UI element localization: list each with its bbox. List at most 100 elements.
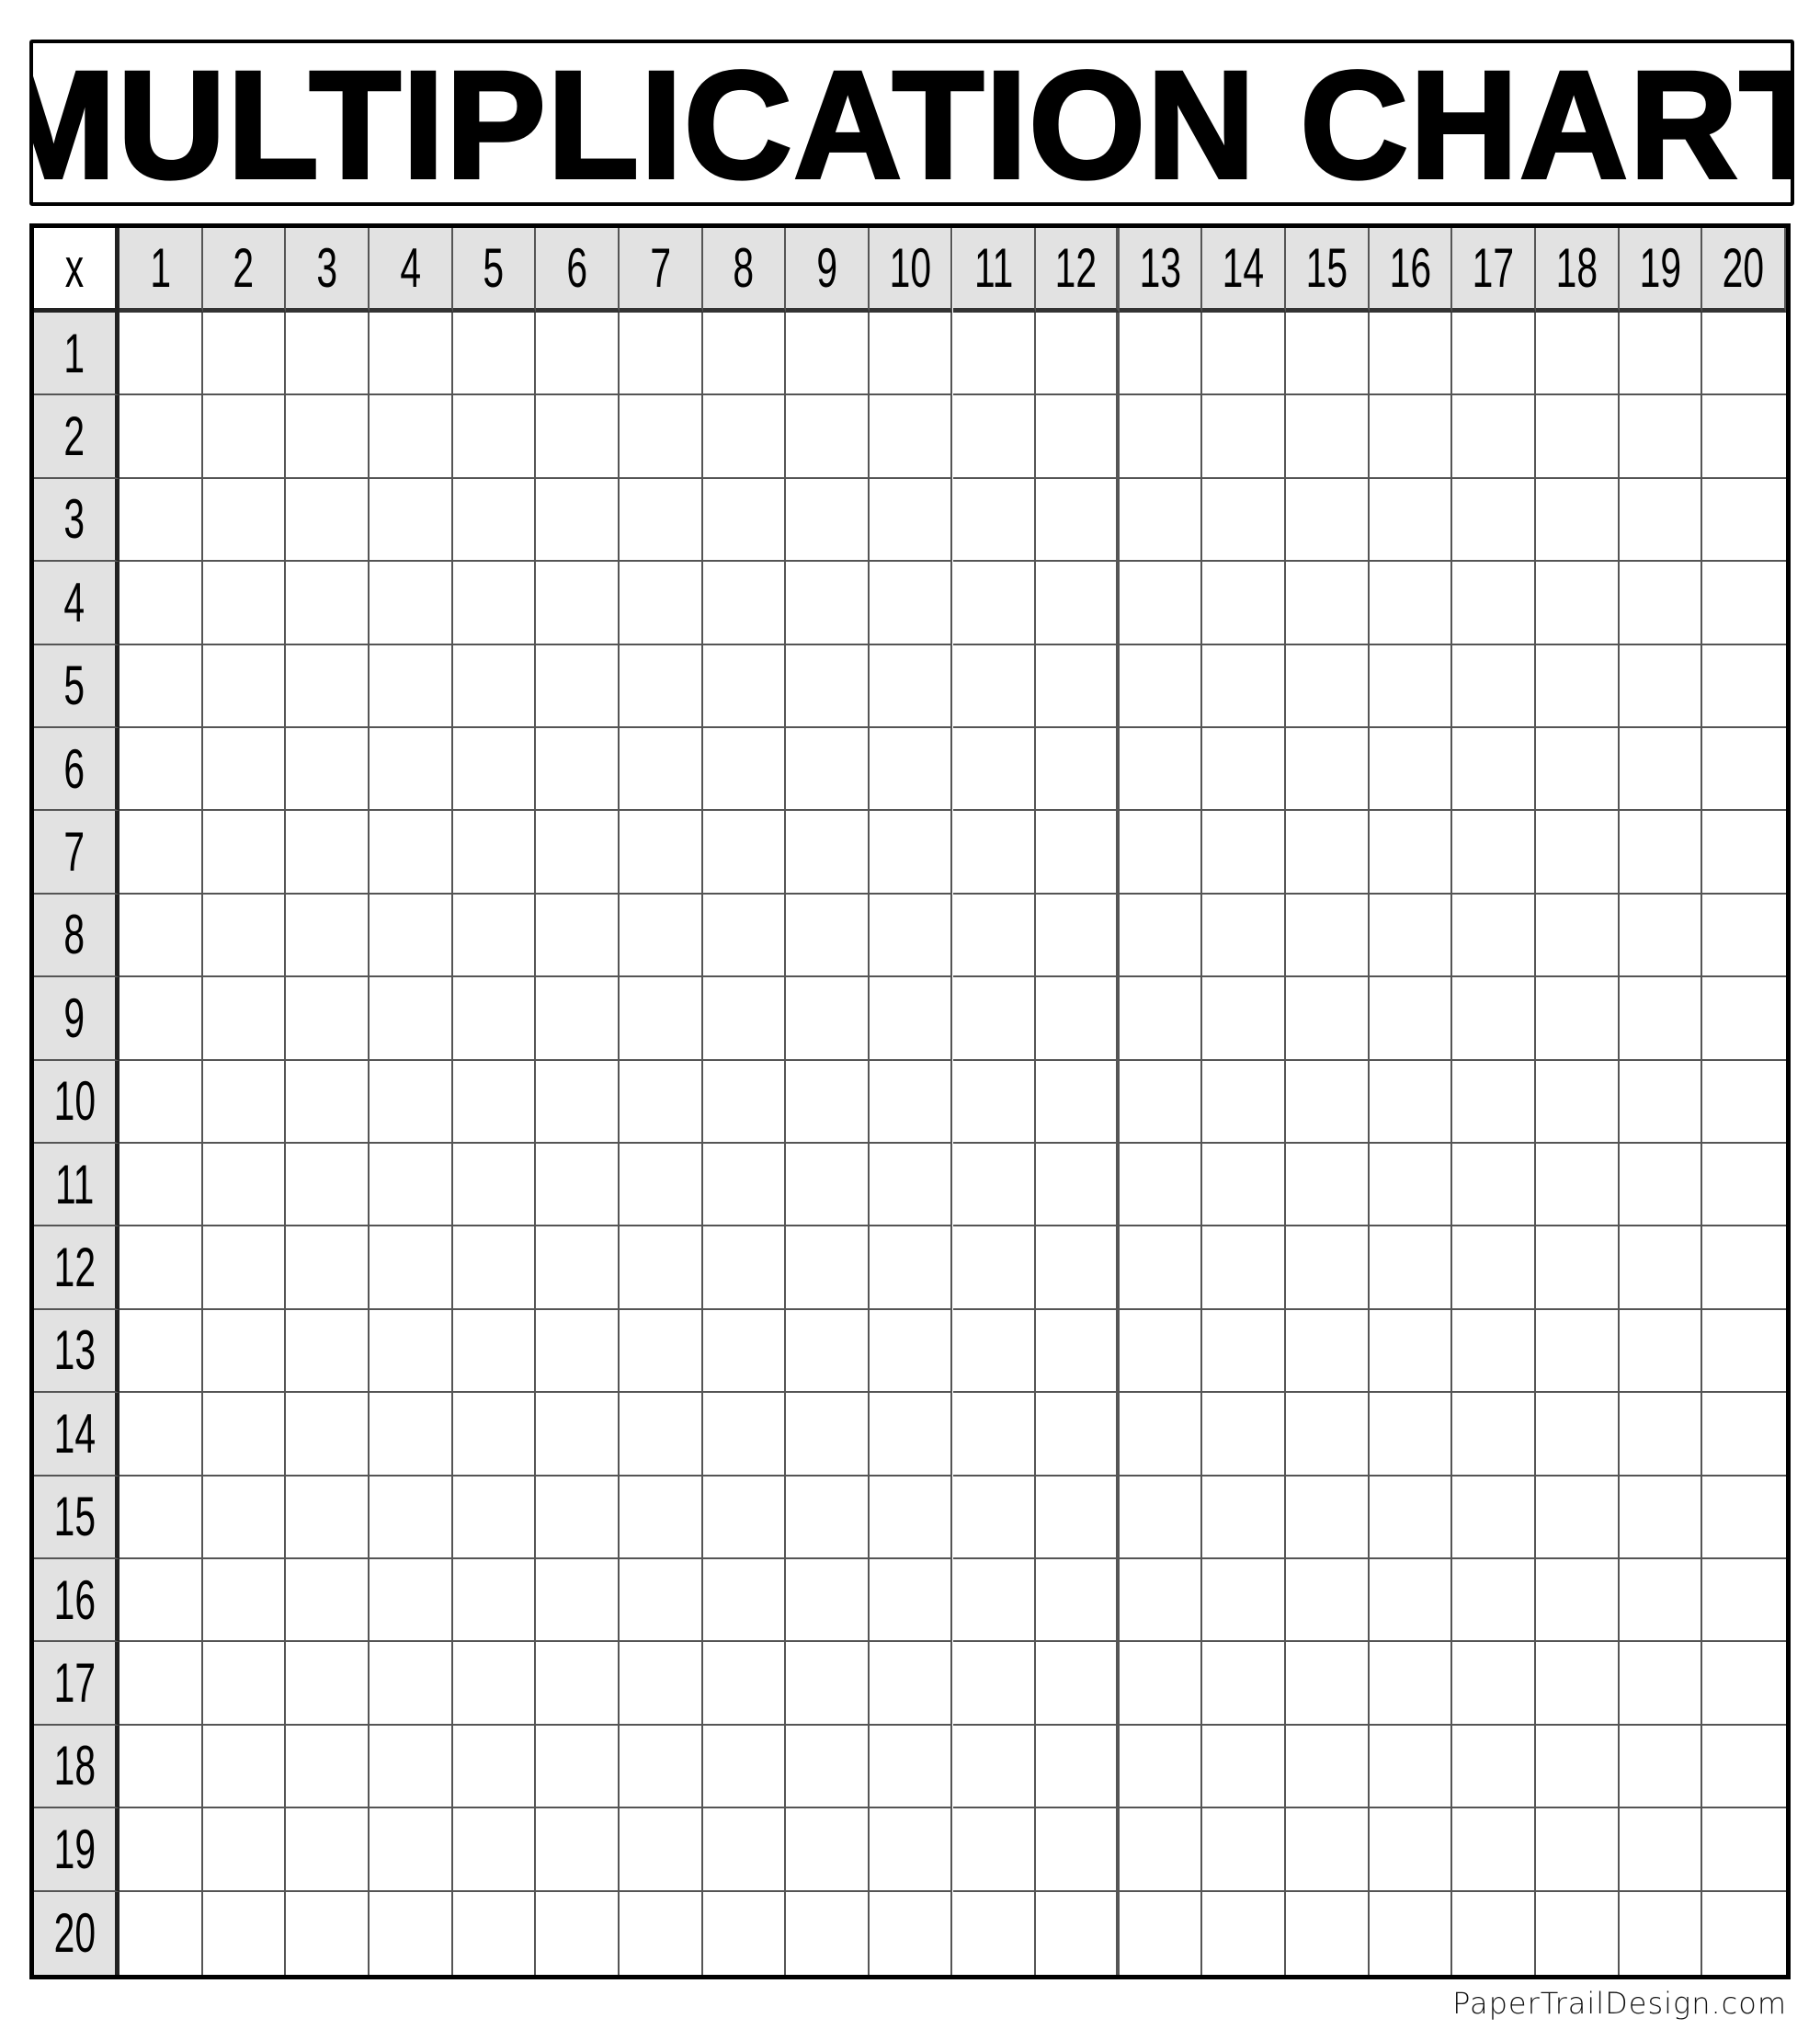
answer-cell[interactable] <box>369 1144 453 1227</box>
answer-cell[interactable] <box>1202 1808 1287 1892</box>
answer-cell[interactable] <box>452 1060 537 1144</box>
answer-cell[interactable] <box>536 894 620 978</box>
answer-cell[interactable] <box>1286 1891 1370 1975</box>
answer-cell[interactable] <box>1119 1642 1203 1726</box>
answer-cell[interactable] <box>452 313 537 396</box>
answer-cell[interactable] <box>119 562 203 645</box>
answer-cell[interactable] <box>119 1559 203 1643</box>
answer-cell[interactable] <box>703 1891 787 1975</box>
answer-cell[interactable] <box>1286 977 1370 1061</box>
answer-cell[interactable] <box>1536 644 1620 728</box>
answer-cell[interactable] <box>952 728 1037 812</box>
answer-cell[interactable] <box>1202 1642 1287 1726</box>
answer-cell[interactable] <box>536 313 620 396</box>
answer-cell[interactable] <box>1452 1309 1537 1394</box>
answer-cell[interactable] <box>452 811 537 895</box>
answer-cell[interactable] <box>786 1891 870 1975</box>
answer-cell[interactable] <box>286 1559 370 1643</box>
answer-cell[interactable] <box>369 1808 453 1892</box>
answer-cell[interactable] <box>452 1393 537 1477</box>
answer-cell[interactable] <box>536 1808 620 1892</box>
answer-cell[interactable] <box>1202 811 1287 895</box>
answer-cell[interactable] <box>119 1393 203 1477</box>
answer-cell[interactable] <box>1369 1725 1453 1809</box>
answer-cell[interactable] <box>202 1725 287 1809</box>
answer-cell[interactable] <box>1702 313 1786 396</box>
answer-cell[interactable] <box>702 1309 787 1394</box>
answer-cell[interactable] <box>1702 1393 1786 1477</box>
answer-cell[interactable] <box>786 977 870 1061</box>
answer-cell[interactable] <box>952 1144 1037 1227</box>
answer-cell[interactable] <box>1036 313 1120 396</box>
answer-cell[interactable] <box>619 1144 703 1227</box>
answer-cell[interactable] <box>119 478 203 563</box>
answer-cell[interactable] <box>952 562 1037 645</box>
answer-cell[interactable] <box>202 1060 287 1144</box>
answer-cell[interactable] <box>202 1559 287 1643</box>
answer-cell[interactable] <box>1369 811 1453 895</box>
answer-cell[interactable] <box>286 313 370 396</box>
answer-cell[interactable] <box>619 1060 703 1144</box>
answer-cell[interactable] <box>702 1393 787 1477</box>
answer-cell[interactable] <box>1702 728 1786 812</box>
answer-cell[interactable] <box>119 1642 203 1726</box>
answer-cell[interactable] <box>202 1226 287 1310</box>
answer-cell[interactable] <box>1536 313 1620 396</box>
answer-cell[interactable] <box>1286 1725 1370 1809</box>
answer-cell[interactable] <box>452 562 537 645</box>
answer-cell[interactable] <box>1702 811 1786 895</box>
answer-cell[interactable] <box>702 1808 787 1892</box>
answer-cell[interactable] <box>369 562 453 645</box>
answer-cell[interactable] <box>453 1891 537 1975</box>
answer-cell[interactable] <box>452 1642 537 1726</box>
answer-cell[interactable] <box>1036 1393 1120 1477</box>
answer-cell[interactable] <box>1120 1891 1203 1975</box>
answer-cell[interactable] <box>202 811 287 895</box>
answer-cell[interactable] <box>1620 1891 1703 1975</box>
answer-cell[interactable] <box>1286 1309 1370 1394</box>
answer-cell[interactable] <box>1619 977 1703 1061</box>
answer-cell[interactable] <box>536 977 620 1061</box>
answer-cell[interactable] <box>119 1891 203 1975</box>
answer-cell[interactable] <box>1119 313 1203 396</box>
answer-cell[interactable] <box>1619 313 1703 396</box>
answer-cell[interactable] <box>1536 1642 1620 1726</box>
answer-cell[interactable] <box>1369 1309 1453 1394</box>
answer-cell[interactable] <box>452 1559 537 1643</box>
answer-cell[interactable] <box>869 395 953 479</box>
answer-cell[interactable] <box>869 1393 953 1477</box>
answer-cell[interactable] <box>952 313 1037 396</box>
answer-cell[interactable] <box>1119 478 1203 563</box>
answer-cell[interactable] <box>952 1060 1037 1144</box>
answer-cell[interactable] <box>952 1725 1037 1809</box>
answer-cell[interactable] <box>1036 1309 1120 1394</box>
answer-cell[interactable] <box>1119 395 1203 479</box>
answer-cell[interactable] <box>1536 478 1620 563</box>
answer-cell[interactable] <box>202 1476 287 1559</box>
answer-cell[interactable] <box>1536 395 1620 479</box>
answer-cell[interactable] <box>452 395 537 479</box>
answer-cell[interactable] <box>370 1891 453 1975</box>
answer-cell[interactable] <box>869 1642 953 1726</box>
answer-cell[interactable] <box>1452 313 1537 396</box>
answer-cell[interactable] <box>1202 894 1287 978</box>
answer-cell[interactable] <box>619 894 703 978</box>
answer-cell[interactable] <box>1286 1808 1370 1892</box>
answer-cell[interactable] <box>1202 1393 1287 1477</box>
answer-cell[interactable] <box>1702 1808 1786 1892</box>
answer-cell[interactable] <box>1036 1476 1120 1559</box>
answer-cell[interactable] <box>202 894 287 978</box>
answer-cell[interactable] <box>702 1476 787 1559</box>
answer-cell[interactable] <box>786 811 870 895</box>
answer-cell[interactable] <box>119 1808 203 1892</box>
answer-cell[interactable] <box>1286 1393 1370 1477</box>
answer-cell[interactable] <box>786 313 870 396</box>
answer-cell[interactable] <box>786 478 870 563</box>
answer-cell[interactable] <box>536 395 620 479</box>
answer-cell[interactable] <box>869 313 953 396</box>
answer-cell[interactable] <box>702 395 787 479</box>
answer-cell[interactable] <box>1286 1642 1370 1726</box>
answer-cell[interactable] <box>619 1725 703 1809</box>
answer-cell[interactable] <box>952 1393 1037 1477</box>
answer-cell[interactable] <box>1452 1144 1537 1227</box>
